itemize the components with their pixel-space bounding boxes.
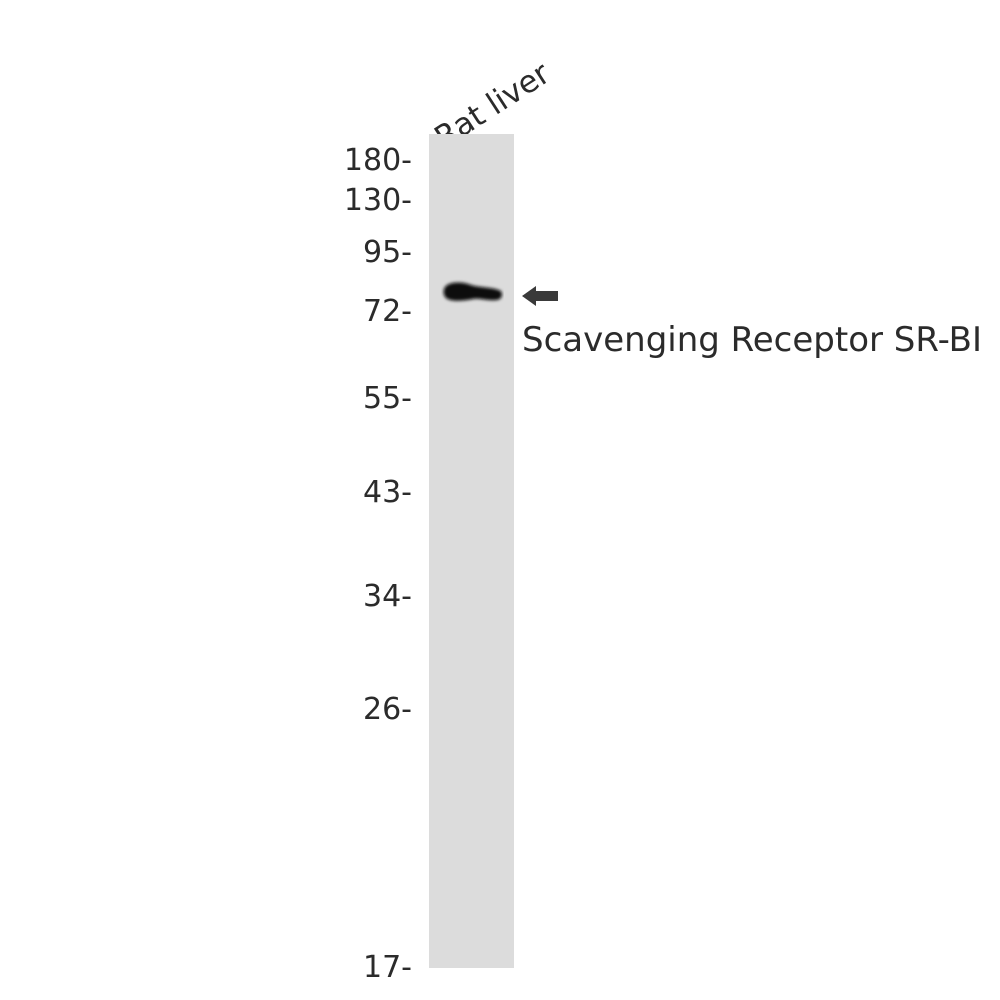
marker-130: 130- xyxy=(343,183,412,218)
marker-180: 180- xyxy=(343,143,412,178)
blot-lane xyxy=(429,134,514,968)
marker-95: 95- xyxy=(363,235,412,270)
marker-55: 55- xyxy=(363,381,412,416)
left-arrow-icon xyxy=(522,286,558,306)
band-annotation: Scavenging Receptor SR-BI xyxy=(522,320,983,360)
marker-26: 26- xyxy=(363,692,412,727)
marker-72: 72- xyxy=(363,294,412,329)
protein-band xyxy=(443,282,502,301)
marker-34: 34- xyxy=(363,579,412,614)
marker-17: 17- xyxy=(363,950,412,985)
marker-43: 43- xyxy=(363,475,412,510)
